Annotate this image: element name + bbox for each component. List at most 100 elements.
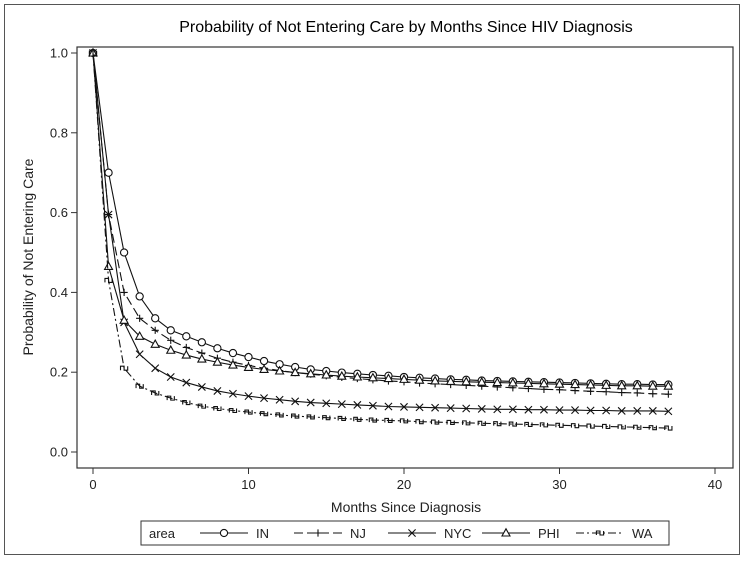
data-point [103,261,114,271]
data-point [595,530,605,536]
series-line [92,52,669,429]
data-point [290,367,301,377]
data-point [212,356,223,366]
legend-item-nj: NJ [294,526,366,541]
data-point [306,414,315,420]
series-line [92,52,669,387]
data-point [150,338,161,348]
data-point [197,403,206,409]
data-point [408,529,416,537]
data-point [539,422,549,428]
y-tick-label: 0.2 [50,365,68,380]
data-point [415,419,424,425]
data-point [539,378,549,388]
data-point [197,382,206,391]
y-tick-label: 0.0 [50,445,68,460]
data-point [601,380,612,389]
data-point [259,356,269,366]
data-point [648,406,657,415]
series-line [92,52,669,412]
data-point [649,390,657,398]
data-point [462,420,471,426]
data-point [244,392,253,401]
data-point [570,379,580,389]
y-axis-label: Probability of Not Entering Care [20,158,36,355]
data-point [400,402,408,411]
legend-label: NJ [350,526,366,541]
data-point [151,390,160,396]
data-point [337,415,346,422]
data-point [508,421,517,427]
data-point [399,418,409,424]
series-line [92,52,669,386]
data-point [219,528,229,538]
data-point [476,376,487,386]
data-point [134,330,145,340]
data-point [166,326,175,335]
data-point [555,406,564,415]
x-tick-label: 20 [397,477,411,492]
data-point [181,349,192,359]
data-point [430,375,441,385]
data-point [430,419,440,425]
data-point [647,380,658,390]
data-point [664,390,672,398]
data-point [337,400,346,409]
data-point [243,362,254,371]
data-point [104,210,113,219]
data-point [291,397,300,406]
data-point [571,406,580,415]
data-point [228,359,238,369]
data-point [523,378,534,387]
data-point [166,372,175,381]
legend-item-phi: PHI [482,526,560,541]
data-point [524,421,533,428]
data-point [135,292,144,301]
data-point [367,372,378,382]
x-axis-label: Months Since Diagnosis [331,499,481,515]
series-line [92,52,669,395]
data-point [554,378,565,388]
data-point [165,344,176,354]
data-point [228,348,238,358]
data-point [275,395,284,404]
data-point [587,387,595,395]
data-point [322,399,331,408]
data-point [119,248,129,257]
data-point [414,374,425,384]
data-point [383,373,394,383]
data-point [151,314,160,323]
data-point [602,406,611,415]
legend-label: NYC [444,526,471,541]
data-point [617,406,626,415]
chart-frame [4,4,740,555]
data-point [632,380,643,390]
data-point [213,405,222,412]
data-point [633,389,641,397]
series-wa [88,50,673,431]
data-point [477,420,486,426]
series-nj [89,49,672,398]
data-point [136,314,144,322]
data-point [244,409,253,415]
data-point [446,419,455,426]
series-in [88,48,673,389]
data-point [507,377,518,387]
data-point [493,421,502,427]
legend-box [140,520,670,546]
legend-item-in: IN [200,526,269,541]
data-point [167,336,175,344]
data-point [260,394,269,403]
data-point [135,383,144,389]
data-point [586,423,595,429]
data-point [182,399,191,406]
data-point [119,314,130,324]
x-tick-label: 10 [241,477,255,492]
data-point [493,405,502,414]
data-point [602,423,611,430]
y-tick-label: 0.8 [50,125,68,140]
data-point [305,368,316,378]
data-point [151,326,159,334]
data-point [353,416,362,422]
